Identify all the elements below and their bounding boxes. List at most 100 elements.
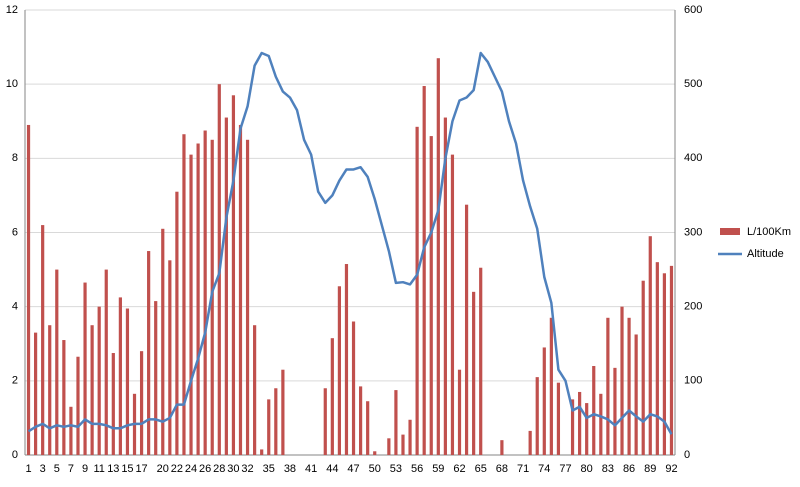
bar bbox=[224, 117, 228, 456]
bar bbox=[669, 265, 674, 455]
x-tick-label: 47 bbox=[347, 463, 359, 475]
x-tick-label: 7 bbox=[68, 463, 74, 475]
bar bbox=[655, 262, 659, 455]
bar bbox=[542, 347, 546, 455]
legend-swatch bbox=[720, 228, 740, 235]
bar bbox=[189, 154, 193, 455]
y-tick-label: 0 bbox=[12, 449, 18, 461]
bar bbox=[592, 366, 596, 455]
x-tick-label: 38 bbox=[284, 463, 296, 475]
bar bbox=[203, 130, 207, 456]
bar bbox=[344, 264, 349, 455]
bar bbox=[104, 269, 108, 455]
y-tick-label: 10 bbox=[6, 78, 18, 90]
bar bbox=[528, 430, 532, 455]
bar bbox=[118, 297, 122, 455]
y2-tick-label: 300 bbox=[684, 226, 702, 238]
x-tick-label: 35 bbox=[263, 463, 275, 475]
y-tick-label: 2 bbox=[12, 375, 18, 387]
y-tick-label: 4 bbox=[12, 301, 18, 313]
x-tick-label: 13 bbox=[107, 463, 119, 475]
bar bbox=[337, 286, 342, 455]
x-tick-label: 32 bbox=[241, 463, 253, 475]
bar bbox=[76, 356, 80, 455]
y2-tick-label: 100 bbox=[684, 375, 702, 387]
x-tick-label: 59 bbox=[432, 463, 444, 475]
bar bbox=[450, 154, 455, 455]
x-tick-label: 65 bbox=[475, 463, 487, 475]
bar bbox=[182, 134, 186, 455]
bar bbox=[90, 325, 94, 455]
x-tick-label: 1 bbox=[25, 463, 31, 475]
bar bbox=[443, 117, 447, 456]
bar bbox=[111, 353, 115, 455]
bar bbox=[330, 338, 334, 455]
bar bbox=[394, 390, 398, 455]
x-tick-label: 56 bbox=[411, 463, 423, 475]
x-tick-label: 44 bbox=[326, 463, 338, 475]
bar bbox=[125, 308, 130, 455]
x-tick-label: 53 bbox=[390, 463, 402, 475]
bar bbox=[366, 401, 370, 455]
bar bbox=[33, 332, 38, 455]
x-tick-label: 50 bbox=[369, 463, 381, 475]
bar bbox=[436, 58, 440, 455]
bar bbox=[175, 191, 179, 456]
bar bbox=[147, 251, 151, 455]
legend-label: L/100Km bbox=[747, 226, 791, 238]
bar bbox=[69, 406, 73, 455]
x-tick-label: 11 bbox=[93, 463, 104, 475]
x-tick-label: 17 bbox=[135, 463, 147, 475]
x-tick-label: 83 bbox=[602, 463, 614, 475]
x-tick-label: 30 bbox=[227, 463, 239, 475]
bar bbox=[168, 260, 172, 455]
bar bbox=[620, 306, 624, 455]
bar bbox=[55, 269, 59, 455]
bar bbox=[464, 204, 469, 455]
bar bbox=[641, 280, 645, 455]
x-tick-label: 15 bbox=[121, 463, 133, 475]
bar bbox=[472, 291, 476, 455]
y-tick-label: 8 bbox=[12, 152, 18, 164]
x-tick-label: 92 bbox=[665, 463, 677, 475]
x-tick-label: 86 bbox=[623, 463, 635, 475]
bar bbox=[415, 126, 419, 455]
bar bbox=[373, 451, 377, 455]
bar bbox=[479, 267, 483, 455]
bar bbox=[606, 317, 610, 455]
bar bbox=[535, 377, 539, 455]
y2-tick-label: 600 bbox=[684, 4, 702, 16]
line bbox=[27, 51, 673, 435]
x-tick-label: 24 bbox=[185, 463, 197, 475]
bar bbox=[41, 225, 45, 455]
x-tick-label: 77 bbox=[559, 463, 571, 475]
bar bbox=[196, 143, 200, 455]
bar bbox=[358, 386, 363, 455]
y2-tick-label: 500 bbox=[684, 78, 702, 90]
bar bbox=[245, 139, 250, 455]
bar bbox=[267, 399, 271, 455]
bar bbox=[154, 301, 158, 455]
bar bbox=[634, 334, 638, 455]
bar bbox=[48, 325, 52, 455]
bar bbox=[26, 124, 31, 455]
x-tick-label: 89 bbox=[644, 463, 656, 475]
x-tick-label: 22 bbox=[171, 463, 183, 475]
bar bbox=[139, 351, 144, 455]
x-tick-label: 80 bbox=[581, 463, 593, 475]
x-tick-label: 74 bbox=[538, 463, 550, 475]
x-tick-label: 41 bbox=[305, 463, 317, 475]
bar bbox=[401, 434, 405, 455]
bar bbox=[500, 440, 504, 455]
bar bbox=[387, 438, 391, 455]
legend-label: Altitude bbox=[747, 248, 784, 260]
x-tick-label: 26 bbox=[199, 463, 211, 475]
bar bbox=[627, 317, 631, 455]
bar bbox=[161, 228, 165, 455]
bar bbox=[260, 449, 264, 455]
bar bbox=[231, 95, 236, 456]
y-tick-label: 6 bbox=[12, 226, 18, 238]
y2-tick-label: 200 bbox=[684, 301, 702, 313]
x-tick-label: 28 bbox=[213, 463, 225, 475]
